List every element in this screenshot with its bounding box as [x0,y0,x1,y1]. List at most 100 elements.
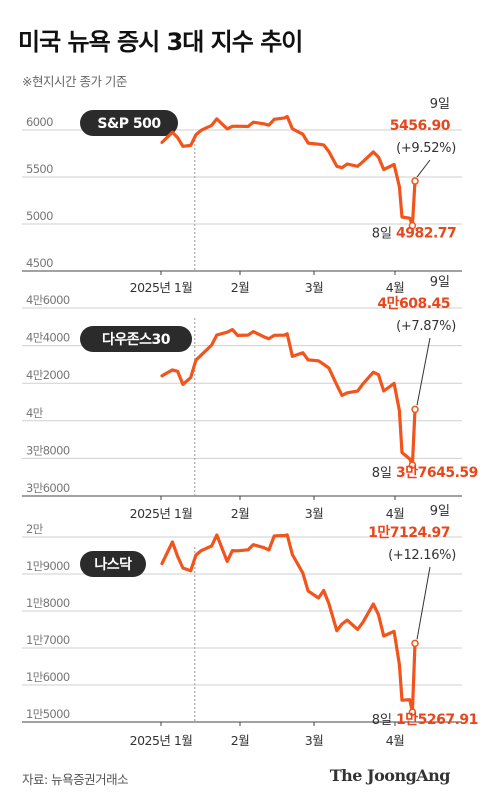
data-point [181,145,185,148]
low-value-label: 3만7645.59 [396,465,478,481]
series-line [160,114,417,228]
data-point [327,150,331,153]
data-point [215,533,218,537]
data-point [194,359,198,362]
data-point [285,332,289,336]
data-point [267,337,271,340]
data-point [392,163,396,166]
x-tick-label: 2025년 1월 [130,733,193,748]
data-point [246,333,250,337]
data-point [236,125,239,128]
data-point [231,125,234,128]
data-point [199,549,203,552]
series-line-group [160,533,419,716]
y-tick-label: 5500 [26,162,53,176]
data-point [262,546,265,549]
data-point [189,569,192,572]
series-line-group [160,114,419,230]
data-point [392,382,396,385]
x-tick-labels: 2025년 1월 2월 3월 4월 [130,496,405,521]
data-point [160,374,164,378]
series-badge: 다우존스30 [80,326,192,352]
data-point [382,389,385,393]
end-value-label: 4만608.45 [377,296,450,312]
data-point [377,155,380,159]
data-point [176,555,179,558]
data-point [231,328,234,331]
data-point [398,185,401,188]
data-point [382,634,385,638]
data-point [215,117,218,121]
data-point [176,370,179,373]
low-point-marker [408,461,417,469]
data-point [210,124,213,127]
data-point [194,133,198,136]
series-line-group [160,328,419,469]
y-tick-label: 4만4000 [26,331,70,345]
end-change-label: (+9.52%) [396,141,456,156]
data-point [285,115,289,118]
end-leader-line [416,566,431,640]
data-point [377,373,380,376]
data-point [189,376,192,379]
y-tick-label: 1만6000 [26,670,70,684]
data-point [361,160,365,163]
series-line [160,328,417,467]
data-point [335,629,338,632]
data-point [408,216,411,220]
data-point [392,630,396,633]
data-point [322,143,325,147]
data-point [400,451,404,454]
y-tick-labels: 4만6000 4만4000 4만2000 4만 3만8000 3만6000 [26,293,70,495]
data-point [306,141,310,145]
data-point [356,389,359,393]
data-point [181,383,185,386]
data-point [340,166,344,169]
data-point [301,351,305,354]
data-point [252,120,255,124]
data-point [301,571,305,575]
series-line [160,533,417,714]
data-point [306,358,310,362]
data-point [252,543,255,546]
y-tick-label: 4만2000 [26,368,70,382]
data-point [345,162,349,166]
x-tick-label: 4월 [386,506,404,521]
data-point [285,533,289,537]
basis-note: ※현지시간 종가 기준 [22,74,127,89]
data-point [194,553,198,557]
end-point-marker [411,177,419,185]
data-point [272,118,276,121]
data-point [171,131,174,134]
data-point [345,618,349,622]
series-badge-bg [80,551,146,577]
data-point [400,699,404,702]
data-point [231,549,234,552]
series-badge-bg [80,110,178,136]
publisher-logo: The JoongAng [329,766,451,785]
data-point [356,165,359,168]
y-tick-label: 2만 [26,522,44,536]
x-tick-label: 4월 [386,733,404,748]
chart-panel-nasdaq: 2만 1만9000 1만8000 1만7000 1만6000 1만5000 2025년 1… [22,504,478,748]
low-day-label: 8일 [372,466,392,481]
end-value-label: 1만7124.97 [368,525,450,541]
source-note: 자료: 뉴욕증권거래소 [22,772,129,787]
series-badge-label: 나스닥 [94,556,132,573]
data-point [335,165,338,168]
data-point [322,589,325,592]
y-tick-label: 3만6000 [26,481,70,495]
data-point [160,141,164,144]
data-point [226,560,229,563]
y-tick-label: 5000 [26,209,53,223]
gridlines [22,307,462,497]
series-badge-label: S&P 500 [97,116,161,132]
data-point [246,125,250,128]
data-point [382,168,385,171]
x-tick-label: 2025년 1월 [130,506,193,521]
data-point [377,613,380,616]
data-point [215,333,218,337]
gridlines [22,129,462,272]
data-point [226,330,229,334]
data-point [398,663,401,666]
